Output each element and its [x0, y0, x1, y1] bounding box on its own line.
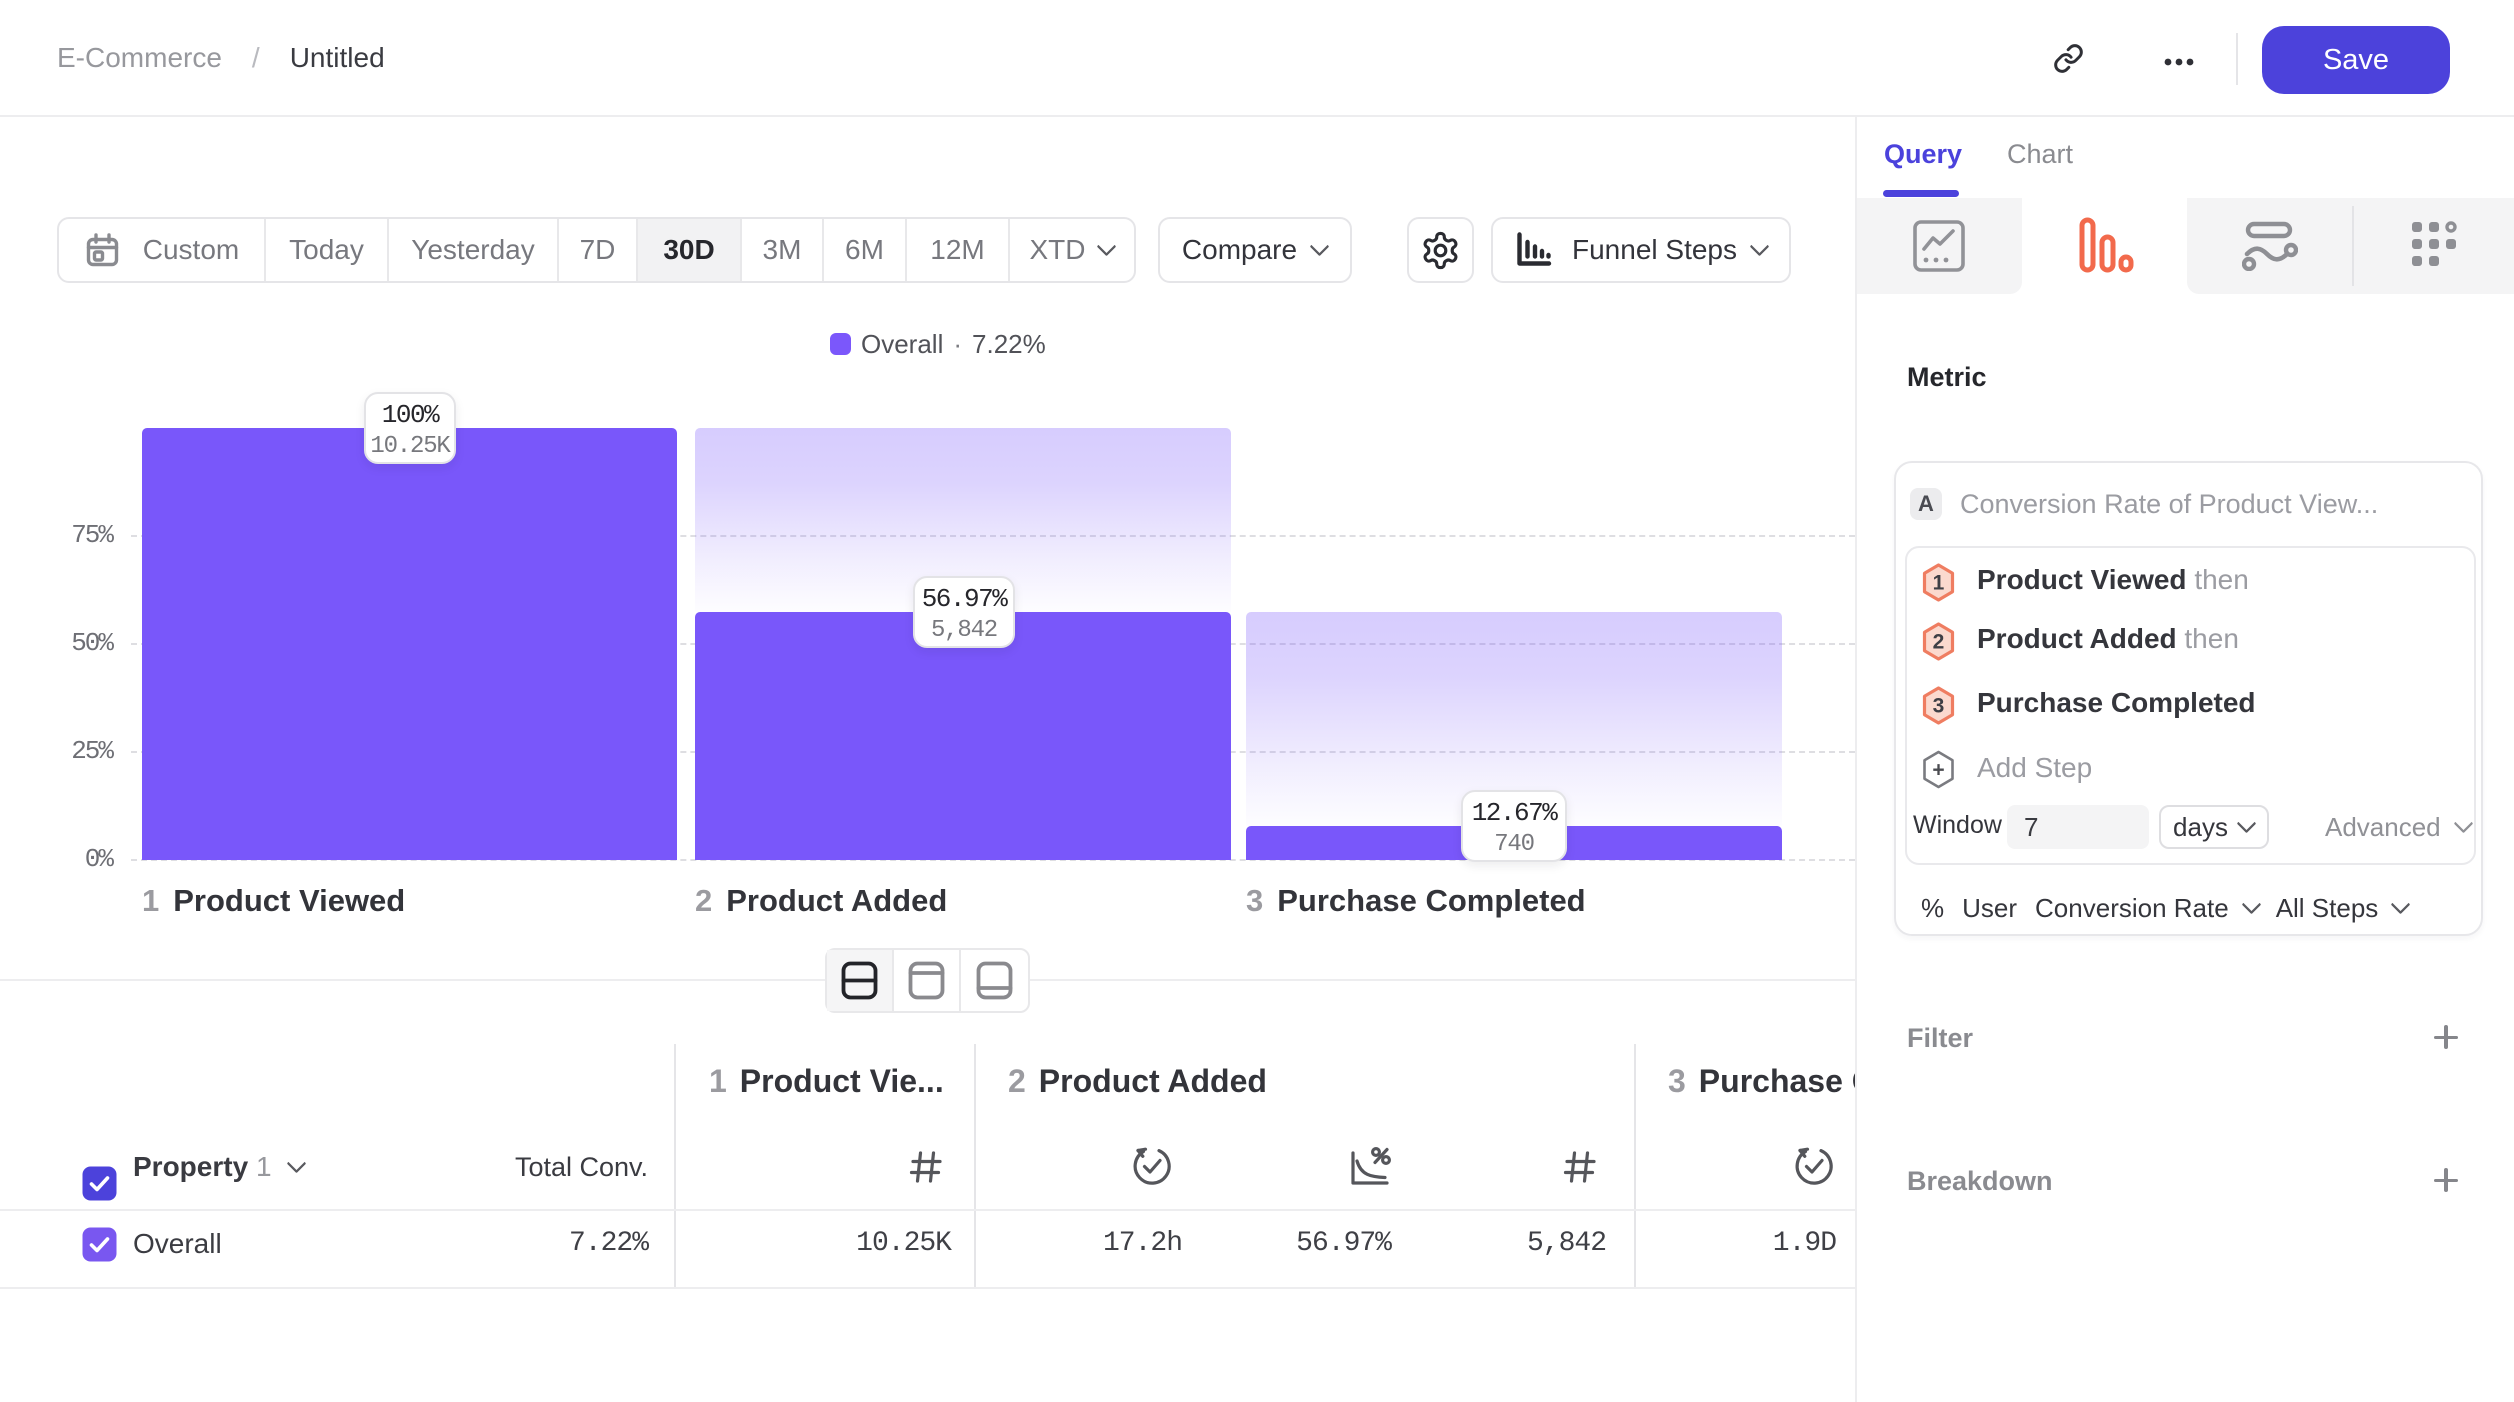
svg-text:2: 2: [1933, 631, 1945, 654]
svg-text:+: +: [1932, 759, 1944, 782]
svg-text:1: 1: [1933, 572, 1945, 595]
svg-text:3: 3: [1933, 695, 1945, 718]
